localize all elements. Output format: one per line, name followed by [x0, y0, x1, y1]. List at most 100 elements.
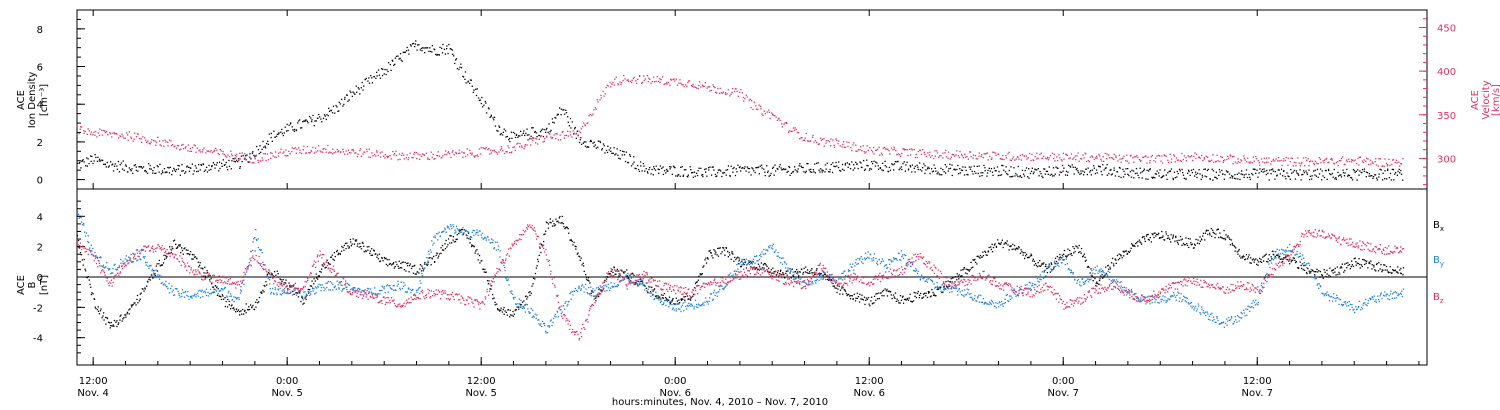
- density-point: [721, 175, 723, 178]
- density-point: [744, 166, 746, 168]
- velocity-point: [1147, 156, 1149, 158]
- density-point: [117, 160, 120, 163]
- bx-point: [159, 265, 161, 267]
- density-point: [1022, 173, 1025, 175]
- density-point: [664, 170, 666, 172]
- density-point: [390, 69, 392, 71]
- velocity-point: [1177, 159, 1179, 161]
- bx-point: [987, 250, 990, 252]
- bx-point: [405, 270, 407, 272]
- by-point: [149, 264, 151, 267]
- density-point: [235, 159, 238, 161]
- density-point: [1155, 173, 1158, 175]
- density-point: [348, 99, 350, 101]
- velocity-point: [703, 85, 705, 88]
- density-point: [364, 78, 366, 81]
- velocity-point: [612, 81, 614, 84]
- density-point: [1177, 172, 1179, 175]
- bx-point: [1153, 236, 1155, 239]
- bx-point: [1139, 241, 1141, 243]
- density-point: [408, 53, 410, 55]
- density-point: [281, 132, 283, 135]
- bx-point: [776, 274, 778, 276]
- density-point: [863, 159, 865, 162]
- density-point: [797, 168, 799, 170]
- velocity-point: [1285, 156, 1287, 159]
- bx-point: [478, 254, 481, 257]
- by-point: [525, 303, 527, 305]
- bx-point: [1247, 258, 1249, 260]
- velocity-point: [1146, 162, 1148, 164]
- by-point: [513, 298, 515, 300]
- density-point: [1067, 171, 1069, 173]
- density-point: [1194, 171, 1197, 173]
- velocity-point: [771, 112, 773, 114]
- velocity-point: [807, 140, 809, 142]
- density-point: [653, 168, 655, 170]
- bx-point: [657, 297, 659, 299]
- velocity-point: [1070, 153, 1073, 155]
- bx-point: [520, 304, 522, 306]
- bx-point: [447, 244, 449, 246]
- density-point: [504, 130, 507, 132]
- density-point: [957, 164, 959, 167]
- density-point: [702, 175, 704, 178]
- bx-point: [591, 290, 593, 292]
- bx-point: [629, 274, 631, 276]
- velocity-point: [1358, 164, 1360, 166]
- bx-point: [505, 311, 507, 313]
- bx-point: [1278, 257, 1280, 259]
- density-point: [141, 167, 143, 169]
- bx-point: [124, 314, 126, 316]
- velocity-point: [445, 150, 447, 152]
- density-point: [1141, 171, 1143, 173]
- bx-point: [343, 249, 345, 251]
- density-point: [532, 127, 534, 129]
- bx-point: [884, 288, 886, 290]
- bx-point: [838, 285, 840, 287]
- density-point: [571, 121, 573, 123]
- velocity-point: [1354, 159, 1356, 161]
- bx-point: [1165, 233, 1168, 235]
- velocity-point: [877, 148, 879, 150]
- velocity-point: [1077, 152, 1079, 154]
- by-point: [88, 241, 90, 244]
- density-point: [727, 165, 730, 167]
- density-point: [567, 121, 569, 123]
- bx-point: [1316, 268, 1318, 270]
- bx-point: [1331, 270, 1333, 272]
- density-point: [175, 168, 178, 171]
- by-point: [240, 290, 243, 292]
- bx-point: [1150, 241, 1152, 243]
- bx-point: [1037, 262, 1039, 264]
- velocity-point: [964, 156, 967, 158]
- bx-point: [404, 261, 406, 264]
- bx-point: [754, 268, 756, 270]
- density-point: [1203, 168, 1205, 170]
- by-point: [505, 279, 508, 281]
- by-point: [520, 299, 522, 301]
- density-tick-label: 2: [37, 138, 43, 149]
- by-point: [541, 320, 544, 323]
- density-point: [1374, 174, 1377, 176]
- velocity-point: [213, 149, 216, 151]
- density-point: [1388, 177, 1390, 179]
- bx-point: [140, 292, 142, 294]
- bx-point: [1199, 236, 1201, 238]
- density-point: [757, 166, 759, 169]
- bx-point: [77, 239, 80, 242]
- density-point: [344, 98, 346, 100]
- bx-point: [1117, 259, 1120, 261]
- velocity-point: [127, 139, 129, 141]
- density-point: [503, 128, 505, 130]
- by-point: [411, 289, 414, 291]
- density-point: [1109, 169, 1111, 171]
- by-point: [560, 309, 562, 311]
- by-point: [297, 289, 299, 291]
- bx-point: [379, 260, 382, 262]
- bx-point: [1271, 258, 1273, 260]
- bx-point: [832, 282, 834, 285]
- bx-point: [888, 290, 890, 292]
- bx-point: [168, 252, 170, 255]
- density-point: [861, 166, 863, 169]
